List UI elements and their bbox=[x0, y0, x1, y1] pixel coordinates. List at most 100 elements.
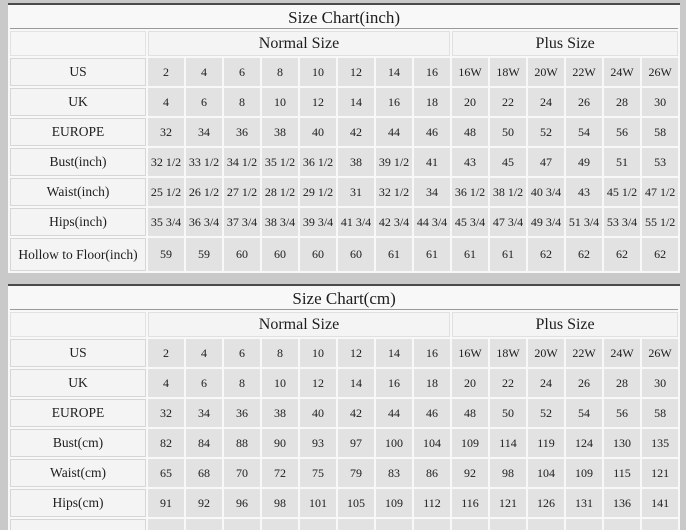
value-cell: 49 bbox=[566, 148, 602, 176]
value-cell: 29 1/2 bbox=[300, 178, 336, 206]
value-cell: 40 bbox=[300, 399, 336, 427]
value-cell: 48 bbox=[452, 399, 488, 427]
table-row: Bust(inch) 32 1/2 33 1/2 34 1/2 35 1/2 36 1/2… bbox=[10, 148, 679, 176]
value-cell: 58 bbox=[642, 118, 679, 146]
value-cell: 60 bbox=[262, 238, 298, 271]
value-cell: 152 bbox=[300, 519, 336, 530]
value-cell: 152 bbox=[338, 519, 374, 530]
value-cell: 49 3/4 bbox=[528, 208, 564, 236]
inch-table-body: US 2 4 6 8 10 12 14 16 16W 18W 20W 22W 24W 26W UK 4 6 8 10 1… bbox=[10, 58, 679, 271]
row-label: EUROPE bbox=[10, 118, 146, 146]
value-cell: 16W bbox=[452, 339, 488, 367]
value-cell: 26W bbox=[642, 339, 679, 367]
value-cell: 75 bbox=[300, 459, 336, 487]
table-row: US 2 4 6 8 10 12 14 16 16W 18W 20W 22W 24W 26W bbox=[10, 339, 679, 367]
value-cell: 36 1/2 bbox=[452, 178, 488, 206]
table-row: Hollow to Floor(inch) 59 59 60 60 60 60 61 61 61 6… bbox=[10, 238, 679, 271]
value-cell: 12 bbox=[338, 339, 374, 367]
value-cell: 4 bbox=[186, 58, 222, 86]
table-row: Hips(inch) 35 3/4 36 3/4 37 3/4 38 3/4 39 3/4… bbox=[10, 208, 679, 236]
value-cell: 60 bbox=[338, 238, 374, 271]
value-cell: 4 bbox=[148, 88, 184, 116]
value-cell: 20W bbox=[528, 58, 564, 86]
row-label: Waist(cm) bbox=[10, 459, 146, 487]
value-cell: 28 bbox=[604, 88, 640, 116]
row-label: Hollow to Floor(cm) bbox=[10, 519, 146, 530]
value-cell: 112 bbox=[414, 489, 450, 517]
size-chart-inch-table: Size Chart(inch) Normal Size Plus Size U… bbox=[8, 3, 681, 273]
value-cell: 45 bbox=[490, 148, 526, 176]
value-cell: 104 bbox=[414, 429, 450, 457]
corner-cell bbox=[10, 312, 146, 337]
value-cell: 22W bbox=[566, 339, 602, 367]
value-cell: 2 bbox=[148, 58, 184, 86]
value-cell: 52 bbox=[528, 118, 564, 146]
table-row: US 2 4 6 8 10 12 14 16 16W 18W 20W 22W 24W 26W bbox=[10, 58, 679, 86]
group-header-row: Normal Size Plus Size bbox=[10, 31, 679, 56]
value-cell: 58 bbox=[642, 399, 679, 427]
value-cell: 155 bbox=[414, 519, 450, 530]
value-cell: 43 bbox=[452, 148, 488, 176]
value-cell: 62 bbox=[566, 238, 602, 271]
value-cell: 150 bbox=[224, 519, 260, 530]
table-row: EUROPE 32 34 36 38 40 42 44 46 48 50 52 54 56 58 bbox=[10, 399, 679, 427]
value-cell: 22W bbox=[566, 58, 602, 86]
value-cell: 22 bbox=[490, 369, 526, 397]
value-cell: 92 bbox=[186, 489, 222, 517]
value-cell: 119 bbox=[528, 429, 564, 457]
value-cell: 93 bbox=[300, 429, 336, 457]
value-cell: 14 bbox=[376, 339, 412, 367]
value-cell: 115 bbox=[604, 459, 640, 487]
table-title-inch: Size Chart(inch) bbox=[10, 7, 679, 29]
normal-size-header: Normal Size bbox=[148, 31, 450, 56]
table-title-cm: Size Chart(cm) bbox=[10, 288, 679, 310]
value-cell: 43 bbox=[566, 178, 602, 206]
value-cell: 14 bbox=[376, 58, 412, 86]
row-label: US bbox=[10, 339, 146, 367]
plus-size-header: Plus Size bbox=[452, 31, 679, 56]
value-cell: 59 bbox=[148, 238, 184, 271]
table-row: UK 4 6 8 10 12 14 16 18 20 22 24 26 28 30 bbox=[10, 88, 679, 116]
cm-table-body: US 2 4 6 8 10 12 14 16 16W 18W 20W 22W 24W 26W UK 4 6 8 10 1… bbox=[10, 339, 679, 530]
value-cell: 54 bbox=[566, 399, 602, 427]
value-cell: 92 bbox=[452, 459, 488, 487]
value-cell: 62 bbox=[604, 238, 640, 271]
title-row: Size Chart(inch) bbox=[10, 7, 679, 29]
value-cell: 33 1/2 bbox=[186, 148, 222, 176]
value-cell: 45 1/2 bbox=[604, 178, 640, 206]
value-cell: 32 1/2 bbox=[376, 178, 412, 206]
value-cell: 35 1/2 bbox=[262, 148, 298, 176]
value-cell: 4 bbox=[148, 369, 184, 397]
value-cell: 155 bbox=[490, 519, 526, 530]
value-cell: 44 3/4 bbox=[414, 208, 450, 236]
value-cell: 83 bbox=[376, 459, 412, 487]
value-cell: 18W bbox=[490, 58, 526, 86]
value-cell: 24W bbox=[604, 339, 640, 367]
value-cell: 60 bbox=[300, 238, 336, 271]
value-cell: 42 3/4 bbox=[376, 208, 412, 236]
value-cell: 34 bbox=[186, 399, 222, 427]
value-cell: 26 bbox=[566, 369, 602, 397]
corner-cell bbox=[10, 31, 146, 56]
value-cell: 36 3/4 bbox=[186, 208, 222, 236]
value-cell: 24 bbox=[528, 369, 564, 397]
value-cell: 40 bbox=[300, 118, 336, 146]
value-cell: 38 bbox=[262, 118, 298, 146]
table-row: Waist(cm) 65 68 70 72 75 79 83 86 92 98 104 109 115 12… bbox=[10, 459, 679, 487]
value-cell: 36 bbox=[224, 118, 260, 146]
value-cell: 96 bbox=[224, 489, 260, 517]
value-cell: 47 1/2 bbox=[642, 178, 679, 206]
value-cell: 10 bbox=[300, 339, 336, 367]
value-cell: 26W bbox=[642, 58, 679, 86]
value-cell: 141 bbox=[148, 519, 184, 530]
value-cell: 39 1/2 bbox=[376, 148, 412, 176]
value-cell: 61 bbox=[414, 238, 450, 271]
value-cell: 155 bbox=[376, 519, 412, 530]
value-cell: 126 bbox=[528, 489, 564, 517]
value-cell: 100 bbox=[376, 429, 412, 457]
table-row: Hollow to Floor(cm)141147150150152152155… bbox=[10, 519, 679, 530]
value-cell: 37 3/4 bbox=[224, 208, 260, 236]
value-cell: 34 1/2 bbox=[224, 148, 260, 176]
value-cell: 36 bbox=[224, 399, 260, 427]
